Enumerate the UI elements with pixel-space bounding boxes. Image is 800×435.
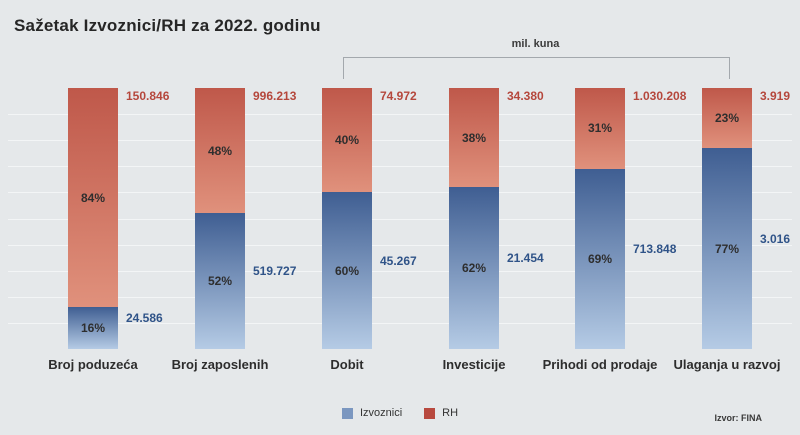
percent-label-izvoznici: 16% [80,321,106,336]
category-label: Broj zaposlenih [171,357,269,372]
value-label-rh: 996.213 [253,89,297,103]
value-label-izvoznici: 24.586 [126,311,163,326]
percent-label-izvoznici: 77% [714,241,740,256]
value-label-izvoznici: 21.454 [507,251,544,266]
bar-investicije: 38% 62% [449,88,499,349]
value-label-izvoznici: 519.727 [253,264,297,279]
source-credit: Izvor: FINA [714,413,762,423]
segment-rh: 84% [68,88,118,308]
value-label-izvoznici: 3.016 [760,231,791,246]
gridline [8,166,792,168]
gridline [8,244,792,246]
unit-bracket [343,57,730,79]
gridline [8,322,792,324]
bar-broj-zaposlenih: 48% 52% [195,88,245,349]
segment-izvoznici: 52% [195,213,245,349]
bar-dobit: 40% 60% [322,88,372,349]
percent-label-izvoznici: 52% [207,274,233,289]
segment-rh: 38% [449,88,499,188]
gridline [8,114,792,116]
segment-izvoznici: 16% [68,307,118,349]
gridline [8,192,792,194]
value-label-rh: 74.972 [380,89,417,103]
legend-swatch-izvoznici [341,407,353,419]
value-label-rh: 3.919 [760,89,791,103]
category-label: Investicije [442,357,506,372]
percent-label-rh: 40% [334,133,360,148]
segment-izvoznici: 62% [449,187,499,349]
percent-label-rh: 23% [714,111,740,125]
legend: Izvoznici RH [0,407,800,419]
gridline [8,140,792,142]
category-label: Broj poduzeća [48,357,138,372]
chart-title: Sažetak Izvoznici/RH za 2022. godinu [14,16,321,35]
unit-annotation: mil. kuna [511,38,560,50]
percent-label-rh: 84% [80,190,106,205]
segment-izvoznici: 60% [322,192,372,349]
category-label: Dobit [330,357,364,372]
bar-prihodi-od-prodaje: 31% 69% [575,88,625,349]
legend-swatch-rh [424,407,436,419]
segment-izvoznici: 69% [575,168,625,349]
percent-label-rh: 38% [461,130,487,145]
value-label-rh: 34.380 [507,89,544,103]
value-label-rh: 1.030.208 [633,89,687,103]
segment-rh: 31% [575,88,625,169]
category-label: Prihodi od prodaje [542,357,658,372]
value-label-izvoznici: 45.267 [380,253,417,268]
category-label: Ulaganja u razvoj [673,357,781,372]
legend-label: RH [442,407,459,419]
segment-rh: 23% [702,88,752,149]
legend-label: Izvoznici [359,407,403,419]
value-label-izvoznici: 713.848 [633,241,677,256]
legend-item-izvoznici: Izvoznici [341,407,403,419]
percent-label-rh: 31% [587,121,613,136]
percent-label-izvoznici: 62% [461,261,487,276]
percent-label-rh: 48% [207,143,233,158]
segment-izvoznici: 77% [702,148,752,349]
bar-ulaganja-u-razvoj: 23% 77% [702,88,752,349]
segment-rh: 40% [322,88,372,193]
gridline [8,296,792,298]
percent-label-izvoznici: 69% [587,251,613,266]
gridline [8,218,792,220]
segment-rh: 48% [195,88,245,214]
percent-label-izvoznici: 60% [334,263,360,278]
value-label-rh: 150.846 [126,89,170,103]
bar-broj-poduze-a: 84% 16% [68,88,118,349]
legend-item-rh: RH [424,407,458,419]
gridline [8,270,792,272]
